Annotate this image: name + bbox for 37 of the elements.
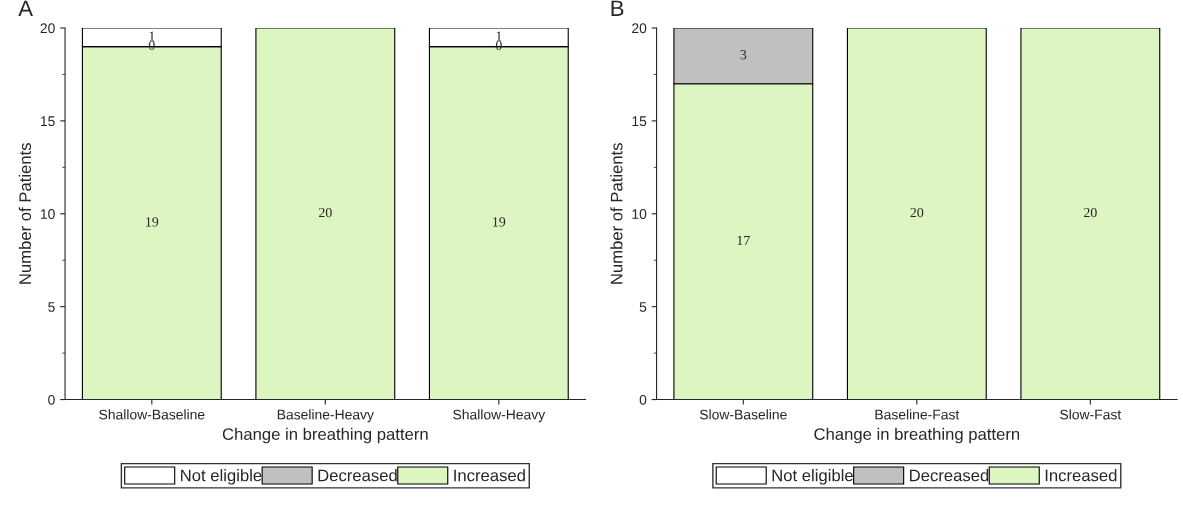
y-axis-title: Number of Patients [610,143,623,284]
y-tick-label: 20 [40,23,55,34]
chart-title: A [18,0,33,16]
y-tick-label: 20 [632,23,647,34]
x-tick-label: Shallow-Baseline [99,409,205,420]
data-label: 1 [149,31,155,41]
x-tick-label: Baseline-Heavy [277,409,374,423]
x-axis-title: Change in breathing pattern [814,427,1020,444]
x-tick-label: Baseline-Fast [875,409,960,420]
data-label: 3 [740,50,747,60]
x-tick-label: Slow-Fast [1060,409,1122,420]
legend-label: Decreased [318,469,397,482]
y-tick-label: 15 [632,116,647,127]
data-label: 20 [318,207,332,218]
data-label: 20 [910,207,924,218]
x-axis-title: Change in breathing pattern [222,427,428,444]
legend-label: Not eligible [772,469,853,485]
data-label: 19 [493,217,506,227]
y-tick-label: 5 [48,302,55,312]
x-tick-label: Slow-Baseline [699,409,787,420]
y-tick-label: 10 [40,209,55,219]
data-label: 20 [1084,207,1097,218]
x-tick-label: Shallow-Heavy [453,409,546,423]
y-tick-label: 5 [639,302,647,312]
y-tick-label: 10 [632,209,647,219]
legend-label: Decreased [910,469,989,482]
y-tick-label: 15 [40,116,55,127]
data-label: 19 [146,217,159,227]
chart-title: B [611,0,624,16]
data-label: 1 [496,31,502,41]
y-axis-title: Number of Patients [18,143,32,284]
data-label: 17 [737,235,750,245]
legend-label: Not eligible [181,469,262,485]
legend-label: Increased [454,469,525,482]
y-tick-label: 0 [639,394,647,405]
legend-label: Increased [1045,469,1117,482]
y-tick-label: 0 [48,394,55,405]
